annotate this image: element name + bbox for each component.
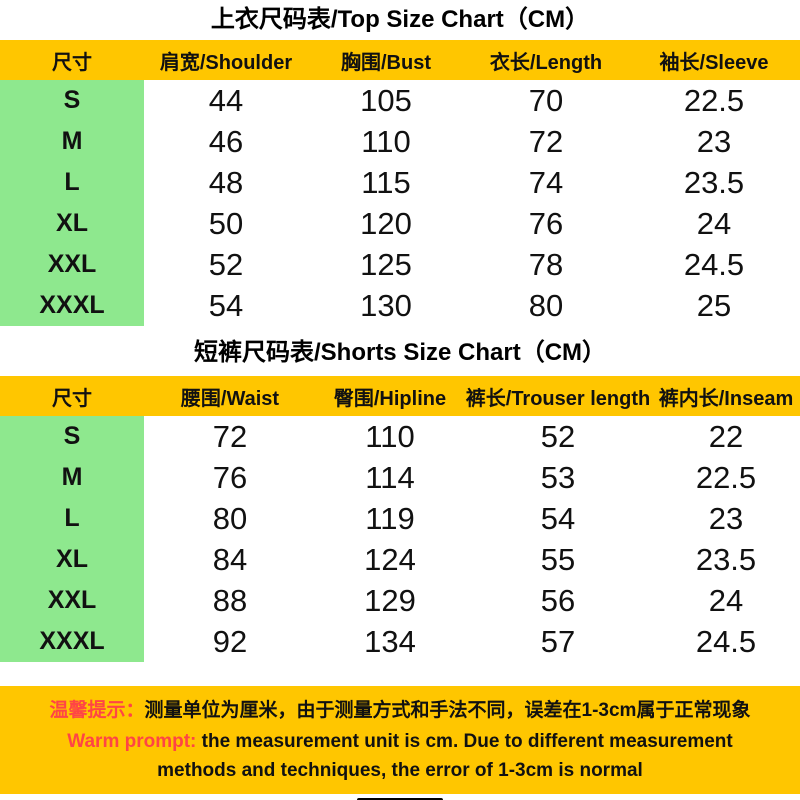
value-cell: 44 xyxy=(144,80,308,121)
value-cell: 120 xyxy=(308,203,464,244)
table-row: XL 50 120 76 24 xyxy=(0,203,800,244)
value-cell: 124 xyxy=(316,539,464,580)
measurement-note: 温馨提示：测量单位为厘米，由于测量方式和手法不同，误差在1-3cm属于正常现象 … xyxy=(0,686,800,794)
value-cell: 110 xyxy=(308,121,464,162)
value-cell: 23.5 xyxy=(628,162,800,203)
note-line-cn: 温馨提示：测量单位为厘米，由于测量方式和手法不同，误差在1-3cm属于正常现象 xyxy=(12,695,788,727)
value-cell: 24 xyxy=(652,580,800,621)
note-line-en: Warm prompt: the measurement unit is cm.… xyxy=(30,727,770,785)
value-cell: 119 xyxy=(316,498,464,539)
size-cell: M xyxy=(0,121,144,162)
value-cell: 22.5 xyxy=(628,80,800,121)
header-cell: 袖长/Sleeve xyxy=(628,40,800,80)
value-cell: 56 xyxy=(464,580,652,621)
value-cell: 22.5 xyxy=(652,457,800,498)
value-cell: 80 xyxy=(464,285,628,326)
value-cell: 129 xyxy=(316,580,464,621)
top-size-chart-title: 上衣尺码表/Top Size Chart（CM） xyxy=(210,6,590,33)
value-cell: 54 xyxy=(144,285,308,326)
shorts-size-table-header-row: 尺寸 腰围/Waist 臀围/Hipline 裤长/Trouser length 裤内长… xyxy=(0,376,800,416)
size-cell: L xyxy=(0,498,144,539)
value-cell: 54 xyxy=(464,498,652,539)
value-cell: 22 xyxy=(652,416,800,457)
value-cell: 105 xyxy=(308,80,464,121)
value-cell: 50 xyxy=(144,203,308,244)
value-cell: 92 xyxy=(144,621,316,662)
value-cell: 23.5 xyxy=(652,539,800,580)
table-row: L 80 119 54 23 xyxy=(0,498,800,539)
header-cell: 衣长/Length xyxy=(464,40,628,80)
table-row: S 44 105 70 22.5 xyxy=(0,80,800,121)
shorts-size-chart-title: 短裤尺码表/Shorts Size Chart（CM） xyxy=(193,339,607,366)
note-en-text: the measurement unit is cm. Due to diffe… xyxy=(157,731,733,781)
value-cell: 55 xyxy=(464,539,652,580)
size-cell: S xyxy=(0,80,144,121)
value-cell: 84 xyxy=(144,539,316,580)
table-row: XXXL 92 134 57 24.5 xyxy=(0,621,800,662)
value-cell: 52 xyxy=(144,244,308,285)
value-cell: 78 xyxy=(464,244,628,285)
header-cell: 裤内长/Inseam xyxy=(652,376,800,416)
size-cell: XXXL xyxy=(0,285,144,326)
value-cell: 115 xyxy=(308,162,464,203)
header-cell: 胸围/Bust xyxy=(308,40,464,80)
table-row: L 48 115 74 23.5 xyxy=(0,162,800,203)
value-cell: 57 xyxy=(464,621,652,662)
shorts-size-table: 尺寸 腰围/Waist 臀围/Hipline 裤长/Trouser length 裤内长… xyxy=(0,376,800,662)
value-cell: 52 xyxy=(464,416,652,457)
value-cell: 24.5 xyxy=(628,244,800,285)
shorts-size-table-body: S 72 110 52 22 M 76 114 53 22.5 L 80 119 54 23 XL 84 124 5… xyxy=(0,416,800,662)
value-cell: 24 xyxy=(628,203,800,244)
value-cell: 76 xyxy=(464,203,628,244)
top-size-table-header-row: 尺寸 肩宽/Shoulder 胸围/Bust 衣长/Length 袖长/Sleeve xyxy=(0,40,800,80)
top-size-table-body: S 44 105 70 22.5 M 46 110 72 23 L 48 115 74 23.5 XL 50 12… xyxy=(0,80,800,326)
value-cell: 114 xyxy=(316,457,464,498)
size-cell: XXL xyxy=(0,244,144,285)
table-row: XXXL 54 130 80 25 xyxy=(0,285,800,326)
value-cell: 53 xyxy=(464,457,652,498)
value-cell: 46 xyxy=(144,121,308,162)
value-cell: 23 xyxy=(652,498,800,539)
header-cell: 裤长/Trouser length xyxy=(464,376,652,416)
table-row: M 46 110 72 23 xyxy=(0,121,800,162)
size-cell: L xyxy=(0,162,144,203)
value-cell: 80 xyxy=(144,498,316,539)
value-cell: 24.5 xyxy=(652,621,800,662)
table-row: XXL 52 125 78 24.5 xyxy=(0,244,800,285)
value-cell: 48 xyxy=(144,162,308,203)
size-cell: XL xyxy=(0,203,144,244)
home-indicator-bar xyxy=(357,798,443,800)
value-cell: 25 xyxy=(628,285,800,326)
size-cell: S xyxy=(0,416,144,457)
top-size-table: 尺寸 肩宽/Shoulder 胸围/Bust 衣长/Length 袖长/Sleeve S… xyxy=(0,40,800,326)
note-en-prefix: Warm prompt: xyxy=(67,731,197,752)
size-cell: XL xyxy=(0,539,144,580)
value-cell: 130 xyxy=(308,285,464,326)
table-row: S 72 110 52 22 xyxy=(0,416,800,457)
table-row: XXL 88 129 56 24 xyxy=(0,580,800,621)
value-cell: 134 xyxy=(316,621,464,662)
table-row: M 76 114 53 22.5 xyxy=(0,457,800,498)
value-cell: 23 xyxy=(628,121,800,162)
value-cell: 88 xyxy=(144,580,316,621)
value-cell: 125 xyxy=(308,244,464,285)
value-cell: 76 xyxy=(144,457,316,498)
table-row: XL 84 124 55 23.5 xyxy=(0,539,800,580)
header-cell: 尺寸 xyxy=(0,376,144,416)
header-cell: 肩宽/Shoulder xyxy=(144,40,308,80)
size-cell: XXL xyxy=(0,580,144,621)
note-cn-text: 测量单位为厘米，由于测量方式和手法不同，误差在1-3cm属于正常现象 xyxy=(144,700,751,721)
note-cn-prefix: 温馨提示： xyxy=(49,700,145,721)
value-cell: 110 xyxy=(316,416,464,457)
header-cell: 臀围/Hipline xyxy=(316,376,464,416)
value-cell: 70 xyxy=(464,80,628,121)
header-cell: 尺寸 xyxy=(0,40,144,80)
value-cell: 72 xyxy=(144,416,316,457)
value-cell: 72 xyxy=(464,121,628,162)
header-cell: 腰围/Waist xyxy=(144,376,316,416)
value-cell: 74 xyxy=(464,162,628,203)
size-cell: M xyxy=(0,457,144,498)
size-cell: XXXL xyxy=(0,621,144,662)
